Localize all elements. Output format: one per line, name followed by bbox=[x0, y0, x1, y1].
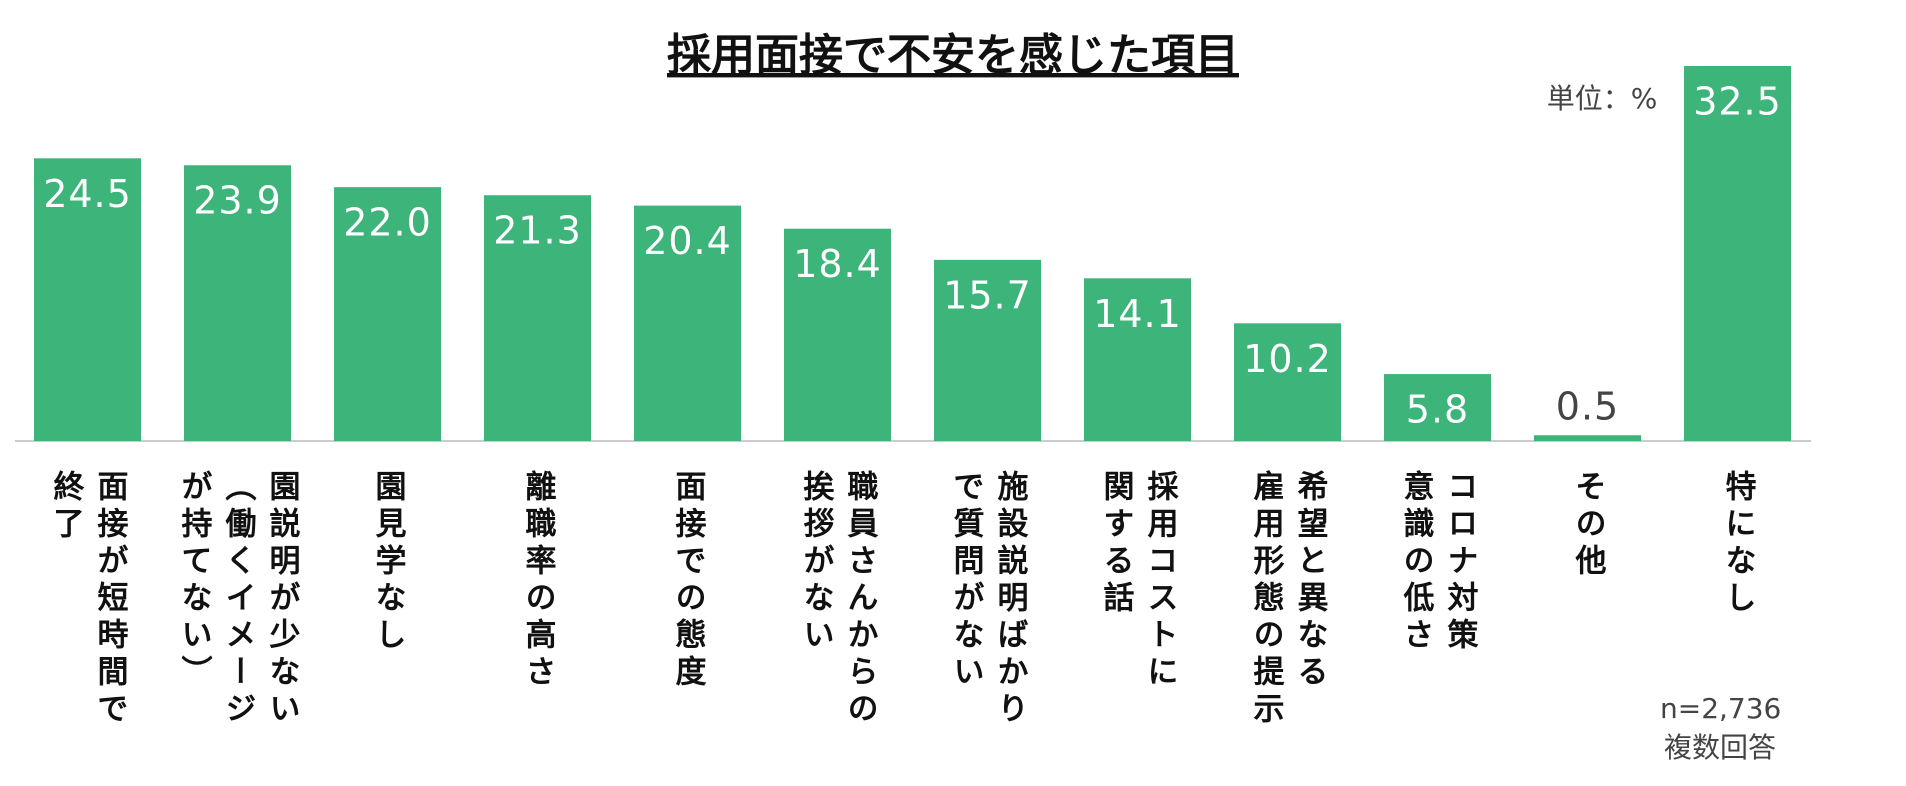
bar bbox=[1234, 323, 1341, 441]
value-label: 24.5 bbox=[43, 172, 132, 216]
x-tick-label: 特になし bbox=[1719, 470, 1756, 618]
x-tick-label: 園説明が少ない （働くイメージ が持てない） bbox=[175, 470, 300, 729]
x-tick-label: 離職率の高さ bbox=[519, 470, 556, 692]
value-label: 18.4 bbox=[793, 242, 882, 286]
bar bbox=[334, 187, 441, 441]
value-label: 0.5 bbox=[1556, 385, 1619, 429]
x-tick-label: コロナ対策 意識の低さ bbox=[1397, 470, 1478, 655]
bar bbox=[634, 205, 741, 441]
value-label: 15.7 bbox=[943, 273, 1032, 317]
value-label: 22.0 bbox=[343, 201, 432, 245]
x-tick-label: 施設説明ばかり で質問がない bbox=[947, 470, 1028, 729]
bar bbox=[1684, 66, 1791, 441]
bar bbox=[34, 158, 141, 442]
x-tick-label: 面接での態度 bbox=[669, 470, 706, 692]
x-tick-label: その他 bbox=[1569, 470, 1606, 581]
bar bbox=[1384, 374, 1491, 441]
value-label: 10.2 bbox=[1243, 337, 1332, 381]
x-tick-label: 面接が短時間で 終了 bbox=[47, 470, 128, 729]
bar bbox=[1534, 435, 1641, 441]
bar bbox=[484, 195, 591, 441]
answer-note: 複数回答 bbox=[1663, 731, 1776, 764]
value-label: 21.3 bbox=[493, 209, 582, 253]
x-tick-label: 園見学なし bbox=[369, 470, 406, 655]
bar bbox=[1084, 278, 1191, 441]
x-tick-label: 希望と異なる 雇用形態の提示 bbox=[1247, 470, 1328, 729]
value-label: 32.5 bbox=[1693, 80, 1782, 124]
bar bbox=[184, 165, 291, 441]
value-label: 14.1 bbox=[1093, 292, 1182, 336]
value-label: 23.9 bbox=[193, 179, 282, 223]
bar bbox=[784, 228, 891, 441]
bar bbox=[934, 259, 1041, 441]
value-label: 5.8 bbox=[1406, 388, 1469, 432]
sample-note: n=2,736 bbox=[1660, 692, 1782, 725]
chart-title: 採用面接で不安を感じた項目 bbox=[667, 30, 1239, 81]
value-label: 20.4 bbox=[643, 219, 732, 263]
x-tick-label: 職員さんからの 挨拶がない bbox=[797, 470, 878, 729]
unit-note: 単位：% bbox=[1547, 82, 1658, 115]
x-tick-label: 採用コストに 関する話 bbox=[1097, 470, 1178, 692]
